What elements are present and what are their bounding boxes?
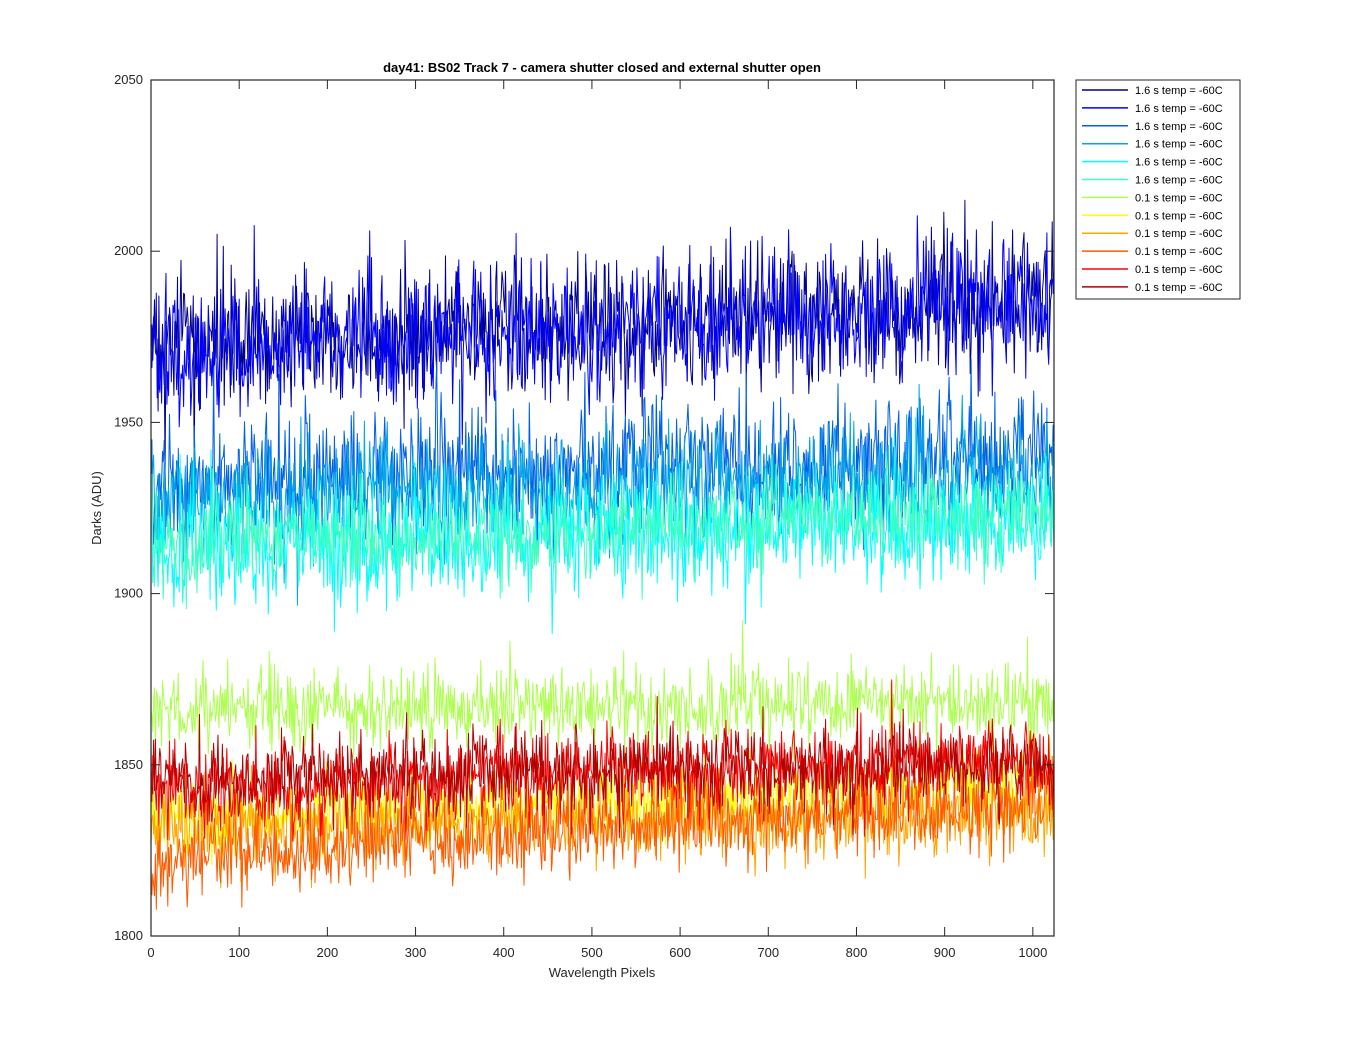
x-tick-label: 800	[846, 945, 868, 960]
series-line-10	[150, 751, 1055, 910]
legend-entry-label: 1.6 s temp = -60C	[1135, 85, 1223, 97]
y-tick-label: 1850	[114, 757, 143, 772]
chart-title: day41: BS02 Track 7 - camera shutter clo…	[383, 60, 821, 75]
legend-entry-label: 1.6 s temp = -60C	[1135, 175, 1223, 187]
y-tick-label: 2050	[114, 72, 143, 87]
y-tick-label: 2000	[114, 243, 143, 258]
legend-entry-label: 0.1 s temp = -60C	[1135, 246, 1223, 258]
legend-entries: 1.6 s temp = -60C 1.6 s temp = -60C 1.6 s …	[1082, 85, 1223, 294]
legend-entry-label: 1.6 s temp = -60C	[1135, 121, 1223, 133]
legend: 1.6 s temp = -60C 1.6 s temp = -60C 1.6 s …	[1075, 79, 1241, 300]
x-tick-label: 600	[669, 945, 691, 960]
legend-entry-label: 1.6 s temp = -60C	[1135, 139, 1223, 151]
legend-box	[1075, 79, 1241, 300]
legend-entry-label: 0.1 s temp = -60C	[1135, 228, 1223, 240]
plot-frame	[150, 79, 1055, 937]
series-line-7	[150, 619, 1055, 769]
x-tick-label: 300	[405, 945, 427, 960]
y-tick-label: 1950	[114, 414, 143, 429]
x-tick-label: 0	[147, 945, 154, 960]
x-tick-label: 700	[757, 945, 779, 960]
legend-entry-label: 0.1 s temp = -60C	[1135, 282, 1223, 294]
x-tick-label: 400	[493, 945, 515, 960]
x-tick-label: 900	[934, 945, 956, 960]
legend-entry-label: 1.6 s temp = -60C	[1135, 157, 1223, 169]
y-tick-label: 1800	[114, 928, 143, 943]
x-axis-label: Wavelength Pixels	[549, 965, 656, 980]
series-line-12	[150, 696, 1055, 839]
series-line-6	[150, 448, 1055, 610]
legend-entry-label: 0.1 s temp = -60C	[1135, 210, 1223, 222]
x-tick-label: 200	[317, 945, 339, 960]
legend-entry-label: 0.1 s temp = -60C	[1135, 192, 1223, 204]
x-tick-label: 100	[228, 945, 250, 960]
y-axis-label: Darks (ADU)	[89, 471, 104, 545]
series-layer	[150, 199, 1055, 910]
tick-layer: 0 100 200 300 400 500 600 700 800 900 1000 1800 1850…	[114, 72, 1054, 960]
legend-entry-label: 0.1 s temp = -60C	[1135, 264, 1223, 276]
x-tick-label: 1000	[1018, 945, 1047, 960]
series-line-2	[150, 215, 1055, 445]
y-tick-label: 1900	[114, 586, 143, 601]
legend-entry-label: 1.6 s temp = -60C	[1135, 103, 1223, 115]
x-tick-label: 500	[581, 945, 603, 960]
